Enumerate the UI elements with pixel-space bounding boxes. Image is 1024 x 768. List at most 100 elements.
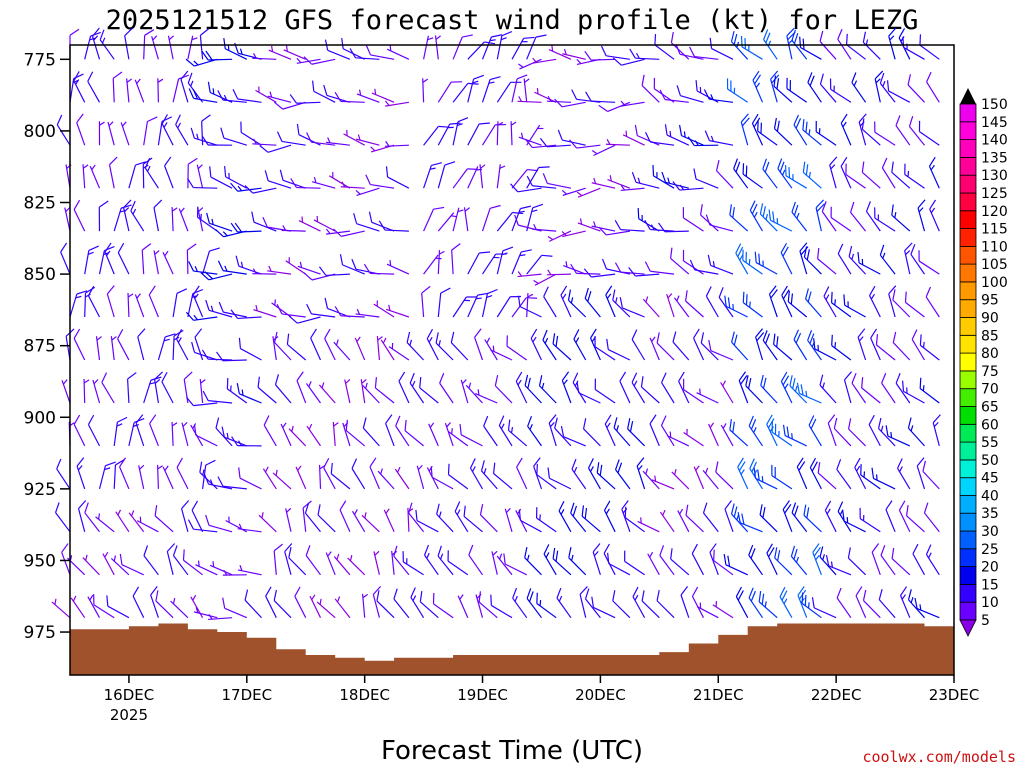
wind-barb xyxy=(687,136,719,147)
wind-barb xyxy=(724,500,734,533)
wind-barb xyxy=(517,295,542,318)
wind-barb xyxy=(790,545,808,576)
wind-barb xyxy=(583,268,616,278)
wind-barb xyxy=(437,212,457,232)
wind-barb xyxy=(885,425,911,447)
wind-barb xyxy=(69,290,88,318)
wind-barb xyxy=(324,297,351,318)
wind-barb xyxy=(812,543,822,576)
wind-barb xyxy=(384,100,409,107)
wind-barb xyxy=(244,589,262,619)
wind-barb xyxy=(82,554,100,576)
wind-barb xyxy=(450,331,469,361)
wind-barb xyxy=(871,543,881,576)
wind-barb xyxy=(922,460,940,490)
wind-barb xyxy=(683,428,704,447)
wind-barb xyxy=(847,418,867,447)
wind-barb xyxy=(176,457,189,490)
wind-barb xyxy=(98,121,105,146)
wind-barb xyxy=(483,415,498,447)
wind-barb xyxy=(164,156,174,189)
wind-barb xyxy=(51,598,71,619)
wind-barb xyxy=(281,225,306,232)
wind-barb xyxy=(748,587,763,619)
wind-barb xyxy=(799,36,822,60)
wind-barb xyxy=(84,245,99,275)
wind-barb xyxy=(869,285,881,318)
wind-barb xyxy=(393,588,410,619)
wind-barb xyxy=(533,273,557,286)
x-tick-label: 19DEC xyxy=(457,686,508,704)
wind-barb xyxy=(917,199,926,232)
wind-barb xyxy=(430,466,454,490)
wind-barb xyxy=(208,614,233,621)
wind-barb xyxy=(305,545,321,576)
colorbar-label: 120 xyxy=(981,204,1008,220)
wind-barb xyxy=(191,341,218,361)
wind-barb xyxy=(161,371,174,404)
wind-barb xyxy=(119,457,130,490)
wind-barb xyxy=(659,509,675,533)
wind-barb xyxy=(332,421,339,446)
wind-barb xyxy=(262,216,292,232)
wind-barb xyxy=(771,421,793,447)
y-tick-label: 850 xyxy=(24,265,56,285)
wind-barb xyxy=(656,590,675,619)
wind-barb xyxy=(843,294,866,318)
wind-barb xyxy=(422,78,429,103)
wind-barb xyxy=(496,81,522,103)
wind-barb xyxy=(708,339,734,361)
wind-barb xyxy=(126,78,133,103)
wind-barb xyxy=(444,422,454,447)
wind-barb xyxy=(735,586,749,618)
colorbar-segment xyxy=(959,548,977,567)
wind-barb xyxy=(901,380,925,404)
wind-barb xyxy=(910,244,925,275)
colorbar-label: 150 xyxy=(981,97,1008,113)
wind-barb xyxy=(712,601,734,619)
wind-barb xyxy=(340,181,365,189)
wind-barb xyxy=(637,207,660,232)
colorbar-label: 145 xyxy=(981,115,1008,131)
wind-barb xyxy=(740,113,750,146)
wind-barb xyxy=(631,372,646,404)
wind-barb xyxy=(548,45,572,60)
wind-barb xyxy=(437,122,461,146)
wind-barb xyxy=(395,415,410,447)
wind-barb xyxy=(891,547,911,576)
wind-barb xyxy=(84,502,100,533)
wind-barb xyxy=(178,207,189,232)
wind-barb xyxy=(644,219,675,232)
wind-barb xyxy=(115,509,130,533)
colorbar-label: 85 xyxy=(981,328,999,344)
wind-barb xyxy=(612,590,631,619)
wind-barb xyxy=(855,586,867,618)
wind-barb xyxy=(704,130,734,146)
wind-barb xyxy=(654,34,675,60)
wind-barb xyxy=(805,288,822,318)
wind-barb xyxy=(827,414,837,447)
wind-barb xyxy=(251,211,277,232)
wind-barb xyxy=(452,82,479,103)
colorbar-label: 140 xyxy=(981,133,1008,149)
wind-barb xyxy=(865,201,881,232)
wind-barb xyxy=(762,158,778,189)
wind-barb xyxy=(557,129,586,146)
wind-barb xyxy=(157,116,173,146)
wind-barb xyxy=(128,161,146,189)
wind-barb xyxy=(782,424,807,447)
wind-barb xyxy=(824,500,837,533)
wind-barb xyxy=(183,371,193,404)
wind-barb xyxy=(95,513,115,533)
wind-barb xyxy=(148,285,159,318)
wind-barb xyxy=(393,545,410,576)
wind-barb xyxy=(309,594,322,618)
colorbar-segment xyxy=(959,566,977,585)
wind-barb xyxy=(377,468,395,490)
wind-barb xyxy=(693,168,719,189)
wind-barb xyxy=(191,500,204,533)
wind-barb xyxy=(515,508,528,533)
wind-barb xyxy=(190,127,218,146)
wind-barb xyxy=(187,178,218,189)
wind-barb xyxy=(793,114,808,146)
